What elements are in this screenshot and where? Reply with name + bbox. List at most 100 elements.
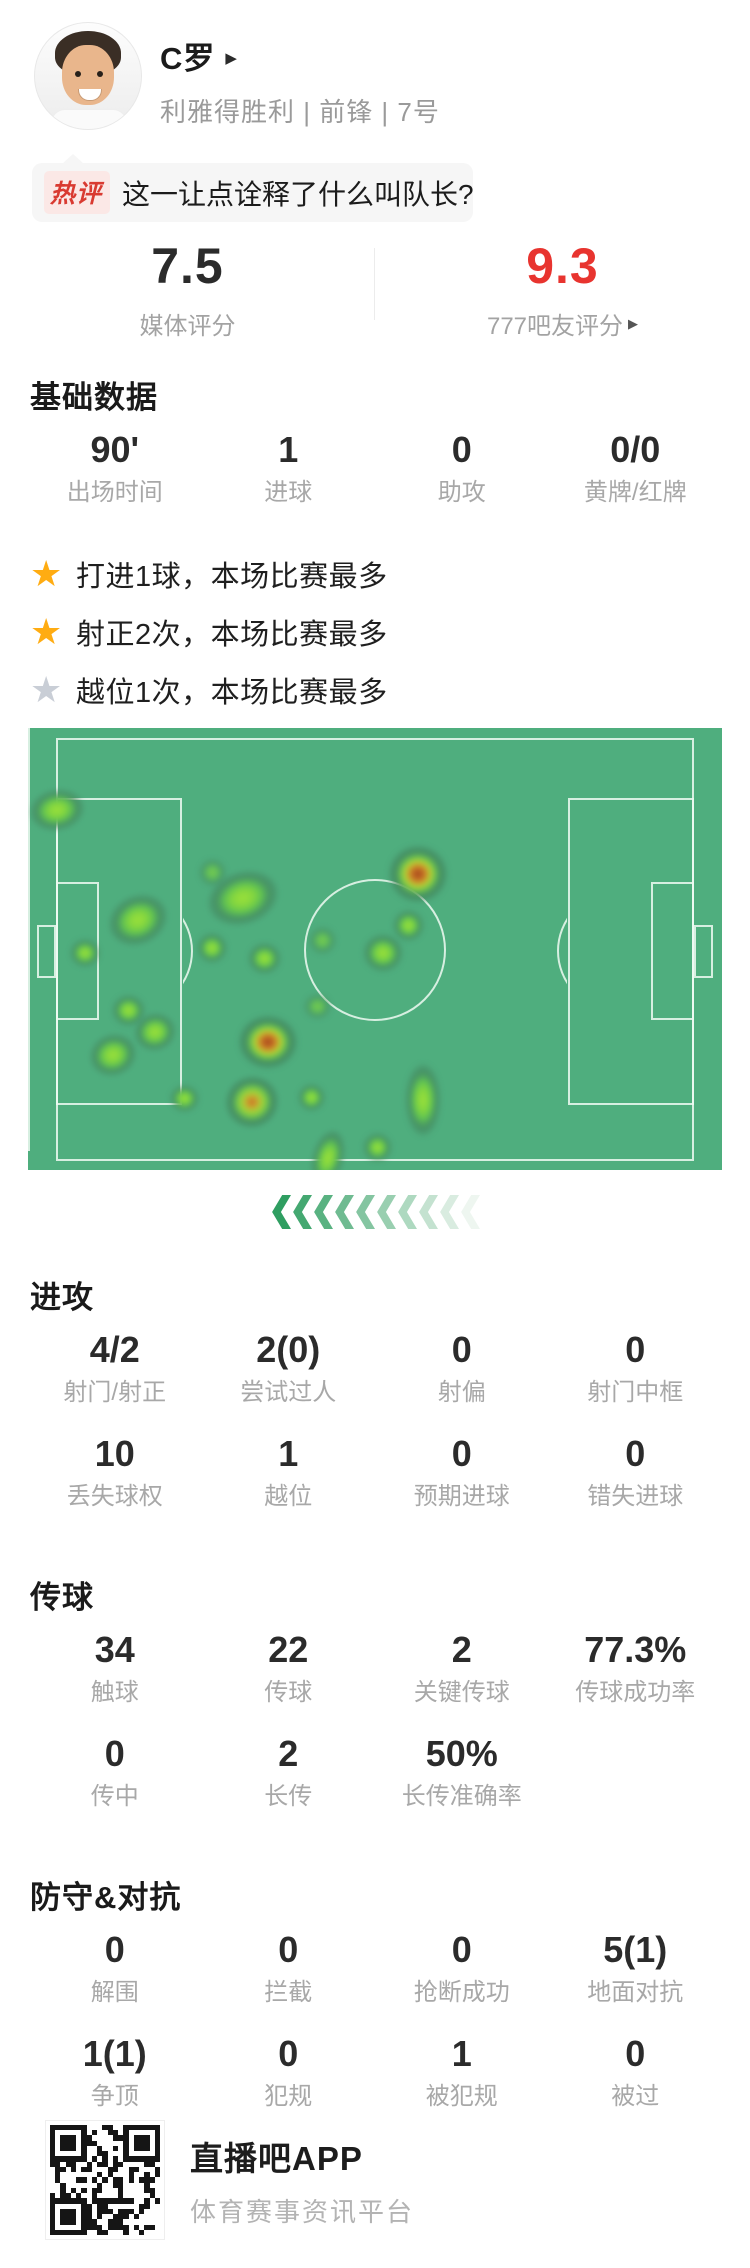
stat-label: 长传准确率 (401, 1783, 522, 1810)
qr-module (65, 2125, 71, 2131)
qr-module (118, 2182, 124, 2188)
qr-module (133, 2156, 140, 2162)
chevron-right-icon: ▶ (225, 49, 237, 67)
player-name: C罗 (160, 41, 216, 76)
heat-spot (197, 933, 227, 963)
stat-cell: 0/0 黄牌/红牌 (549, 430, 723, 508)
qr-module (50, 2208, 56, 2215)
app-tagline: 体育赛事资讯平台 (190, 2197, 415, 2227)
stat-value: 2 (278, 1733, 299, 1774)
qr-module (128, 2125, 134, 2131)
qr-module (97, 2198, 103, 2204)
stat-cell: 0 错失进球 (549, 1434, 723, 1512)
star-icon: ★ (30, 669, 63, 710)
qr-module (50, 2198, 56, 2204)
qr-module (144, 2198, 150, 2204)
qr-module (128, 2172, 134, 2178)
attack-stats-grid: 4/2 射门/射正 2(0) 尝试过人 0 射偏 0 射门中框 10 丢失球权 1 越位 0 预期进球 0 错… (28, 1330, 722, 1512)
qr-module (144, 2161, 150, 2167)
stat-value: 10 (94, 1433, 135, 1474)
qr-module (97, 2208, 103, 2215)
stat-cell: 34 触球 (28, 1630, 202, 1708)
player-name-link[interactable]: C罗 ▶ (160, 33, 237, 78)
qr-module (50, 2229, 56, 2235)
qr-module (76, 2229, 82, 2235)
qr-module (81, 2156, 87, 2162)
chevron-left-icon (377, 1195, 396, 1229)
qr-module (154, 2140, 160, 2146)
stat-label: 助攻 (437, 479, 486, 506)
stat-cell: 0 传中 (28, 1734, 202, 1812)
stat-value: 0 (104, 1929, 125, 1970)
qr-module (76, 2193, 82, 2199)
stat-value: 0 (451, 429, 472, 470)
qr-module (144, 2156, 150, 2162)
stat-label: 争顶 (90, 2083, 139, 2110)
stat-cell: 1 被犯规 (375, 2034, 549, 2112)
qr-module (70, 2156, 77, 2162)
qr-module (133, 2135, 140, 2141)
stat-value: 50% (425, 1733, 498, 1774)
chevron-left-icon (398, 1195, 417, 1229)
stat-label: 拦截 (264, 1979, 313, 2006)
qr-module (102, 2161, 108, 2167)
stat-label: 被过 (611, 2083, 660, 2110)
stat-value: 1(1) (82, 2033, 147, 2074)
qr-module (144, 2224, 150, 2230)
qr-module (70, 2145, 77, 2152)
stat-cell: 2 关键传球 (375, 1630, 549, 1708)
star-icon: ★ (30, 553, 63, 594)
chevron-left-icon (293, 1195, 312, 1229)
qr-module (139, 2156, 145, 2162)
stat-value: 0 (625, 1329, 646, 1370)
pitch-halfway-line (28, 728, 30, 1151)
qr-module (128, 2166, 134, 2173)
qr-module (154, 2172, 160, 2178)
qr-module (86, 2224, 92, 2230)
qr-module (50, 2203, 56, 2209)
qr-module (86, 2166, 92, 2173)
qr-module (149, 2156, 155, 2162)
stat-value: 0/0 (610, 429, 661, 470)
qr-module (97, 2187, 103, 2194)
qr-module (60, 2156, 66, 2162)
fans-rating[interactable]: 9.3 777吧友评分 ▶ (375, 240, 750, 340)
qr-module (81, 2219, 87, 2225)
section-title-basic: 基础数据 (30, 380, 158, 415)
qr-module (65, 2161, 71, 2167)
stat-value: 0 (451, 1929, 472, 1970)
player-avatar[interactable] (34, 22, 142, 130)
qr-module (112, 2198, 119, 2204)
stat-cell: 0 射偏 (375, 1330, 549, 1408)
qr-module (133, 2166, 140, 2173)
attack-direction-left-icon (0, 1192, 750, 1232)
chevron-left-icon (356, 1195, 375, 1229)
qr-module (107, 2166, 113, 2173)
qr-module (60, 2182, 66, 2188)
qr-module (60, 2135, 66, 2141)
basic-stats-grid: 90' 出场时间 1 进球 0 助攻 0/0 黄牌/红牌 (28, 430, 722, 508)
qr-module (70, 2140, 77, 2146)
qr-module (112, 2166, 119, 2173)
stat-value: 0 (451, 1329, 472, 1370)
hot-comment-bar[interactable]: 热评 这一让点诠释了什么叫队长? (32, 154, 474, 222)
stat-label: 犯规 (264, 2083, 313, 2110)
qr-module (91, 2177, 98, 2183)
qr-module (102, 2151, 108, 2157)
qr-module (123, 2125, 129, 2131)
stat-cell: 77.3% 传球成功率 (549, 1630, 723, 1708)
qr-module (118, 2187, 124, 2194)
stat-label: 长传 (264, 1783, 313, 1810)
qr-module (91, 2224, 98, 2230)
qr-module (60, 2208, 66, 2215)
qr-module (112, 2145, 119, 2152)
stat-label: 越位 (264, 1483, 313, 1510)
chevron-left-icon (419, 1195, 438, 1229)
qr-module (91, 2130, 98, 2136)
stat-label: 错失进球 (587, 1483, 684, 1510)
qr-module (91, 2193, 98, 2199)
player-meta: 利雅得胜利 | 前锋 | 7号 (160, 97, 440, 127)
qr-module (107, 2172, 113, 2178)
stat-cell: 5(1) 地面对抗 (549, 1930, 723, 2008)
fans-rating-value: 9.3 (526, 238, 599, 294)
